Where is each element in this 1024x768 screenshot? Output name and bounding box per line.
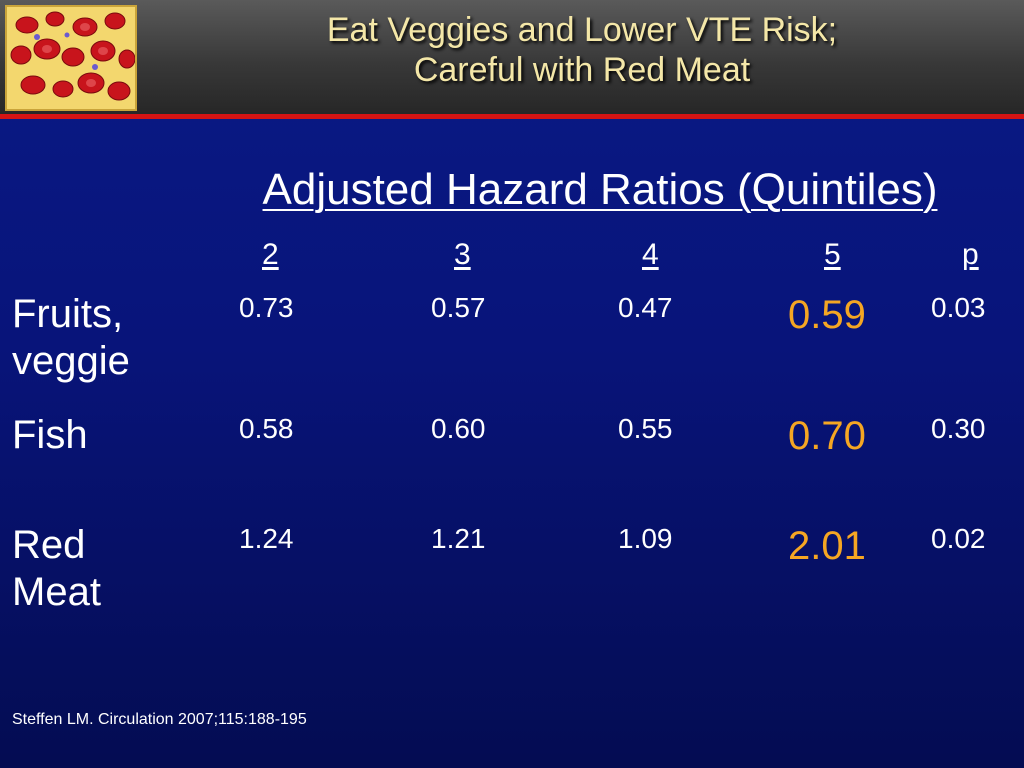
- column-header-5: 5: [824, 238, 841, 271]
- column-header-2: 2: [262, 238, 279, 271]
- row-label-line: Red: [12, 523, 86, 567]
- column-header-p: p: [962, 238, 979, 271]
- highlighted-cell: 0.59: [788, 293, 866, 337]
- citation: Steffen LM. Circulation 2007;115:188-195: [12, 711, 307, 728]
- row-label-line: veggie: [12, 339, 130, 383]
- p-value-cell: 0.30: [931, 413, 986, 444]
- highlighted-cell: 0.70: [788, 414, 866, 458]
- row-label-fruits-veggie: Fruits, veggie: [12, 291, 130, 385]
- row-label-red-meat: Red Meat: [12, 522, 101, 616]
- table-cell: 0.60: [431, 413, 486, 444]
- table-cell: 1.24: [239, 523, 294, 554]
- column-header-4: 4: [642, 238, 659, 271]
- row-label-line: Fish: [12, 413, 88, 457]
- table-cell: 0.58: [239, 413, 294, 444]
- row-label-fish: Fish: [12, 412, 88, 459]
- table-cell: 0.55: [618, 413, 673, 444]
- red-blood-cells-image: [5, 5, 137, 111]
- table-cell: 0.73: [239, 292, 294, 323]
- table-heading: Adjusted Hazard Ratios (Quintiles): [262, 165, 938, 214]
- table-cell: 1.09: [618, 523, 673, 554]
- row-label-line: Meat: [12, 570, 101, 614]
- slide-header: Eat Veggies and Lower VTE Risk; Careful …: [0, 0, 1024, 116]
- row-label-line: Fruits,: [12, 292, 124, 336]
- highlighted-cell: 2.01: [788, 524, 866, 568]
- p-value-cell: 0.03: [931, 292, 986, 323]
- column-header-3: 3: [454, 238, 471, 271]
- p-value-cell: 0.02: [931, 523, 986, 554]
- header-divider: [0, 114, 1024, 119]
- table-cell: 0.47: [618, 292, 673, 323]
- slide-title: Eat Veggies and Lower VTE Risk; Careful …: [140, 10, 1024, 90]
- table-cell: 0.57: [431, 292, 486, 323]
- slide-title-line-2: Careful with Red Meat: [413, 51, 751, 89]
- slide-title-line-1: Eat Veggies and Lower VTE Risk;: [326, 11, 838, 49]
- table-cell: 1.21: [431, 523, 486, 554]
